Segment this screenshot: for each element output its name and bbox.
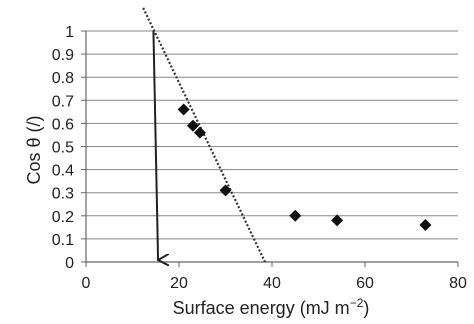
- data-point-0: [177, 103, 190, 116]
- y-axis-label: Cos θ (/): [24, 115, 44, 184]
- data-point-5: [331, 214, 344, 227]
- x-axis-label: Surface energy (mJ m−2): [173, 296, 370, 318]
- data-point-3: [219, 184, 232, 197]
- data-point-2: [193, 126, 206, 139]
- y-tick-label-0: 0: [65, 255, 74, 272]
- x-tick-label-2: 40: [263, 275, 281, 292]
- x-axis-label-main: Surface energy (mJ m: [173, 298, 350, 318]
- y-tick-label-6: 0.6: [52, 116, 74, 133]
- y-tick-label-8: 0.8: [52, 70, 74, 87]
- axes: [81, 30, 459, 267]
- y-tick-label-5: 0.5: [52, 140, 74, 157]
- x-tick-label-0: 0: [82, 275, 91, 292]
- data-point-6: [419, 219, 432, 232]
- y-tick-label-7: 0.7: [52, 93, 74, 110]
- y-tick-label-3: 0.3: [52, 186, 74, 203]
- y-tick-label-4: 0.4: [52, 163, 74, 180]
- data-point-4: [289, 209, 302, 222]
- x-tick-label-4: 80: [449, 275, 467, 292]
- y-tick-labels: 0 0.1 0.2 0.3 0.4 0.5 0.6 0.7 0.8 0.9 1: [52, 24, 74, 272]
- y-tick-label-10: 1: [65, 24, 74, 41]
- x-tick-label-3: 60: [356, 275, 374, 292]
- y-tick-label-2: 0.2: [52, 209, 74, 226]
- trendline: [142, 7, 267, 263]
- x-axis-label-tail: ): [363, 298, 369, 318]
- data-point-1: [186, 119, 199, 132]
- arrow-layer: [152, 30, 158, 260]
- x-tick-labels: 0 20 40 60 80: [82, 275, 467, 292]
- data-points: [177, 103, 432, 232]
- y-tick-label-9: 0.9: [52, 47, 74, 64]
- trendline-layer: [142, 7, 267, 263]
- x-axis-label-superscript: −2: [350, 296, 364, 310]
- y-tick-label-1: 0.1: [52, 232, 74, 249]
- x-tick-label-1: 20: [170, 275, 188, 292]
- gridlines: [86, 30, 458, 240]
- arrow-line: [152, 30, 158, 260]
